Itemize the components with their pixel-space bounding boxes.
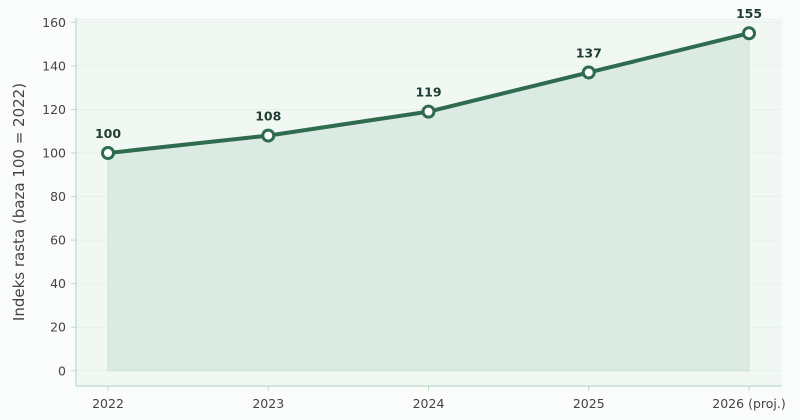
y-tick-label: 40	[50, 276, 66, 291]
data-label: 100	[95, 126, 121, 141]
x-tick-label: 2024	[413, 396, 445, 411]
y-ticks: 0 20 40 60 80 100 120 140 160	[42, 15, 76, 378]
y-tick-label: 160	[42, 15, 66, 30]
y-tick-label: 0	[58, 363, 66, 378]
data-point	[581, 65, 596, 80]
data-points	[101, 26, 756, 161]
data-label: 119	[415, 85, 441, 100]
x-tick-label: 2023	[252, 396, 284, 411]
data-label: 155	[736, 6, 762, 21]
x-tick-label: 2025	[573, 396, 605, 411]
y-tick-label: 120	[42, 102, 66, 117]
data-label: 137	[576, 45, 602, 60]
x-tick-label: 2026 (proj.)	[712, 396, 785, 411]
y-tick-label: 140	[42, 58, 66, 73]
data-point	[261, 128, 276, 143]
data-point	[421, 104, 436, 119]
y-tick-label: 60	[50, 233, 66, 248]
data-labels: 100 108 119 137 155	[95, 6, 762, 141]
y-axis-label: Indeks rasta (baza 100 = 2022)	[10, 83, 28, 321]
data-point	[742, 26, 756, 41]
data-point	[101, 146, 115, 161]
y-tick-label: 20	[50, 320, 66, 335]
data-label: 108	[255, 109, 281, 124]
y-tick-label: 80	[50, 189, 66, 204]
x-ticks: 2022 2023 2024 2025 2026 (proj.)	[92, 386, 786, 411]
y-tick-label: 100	[42, 146, 66, 161]
x-tick-label: 2022	[92, 396, 124, 411]
